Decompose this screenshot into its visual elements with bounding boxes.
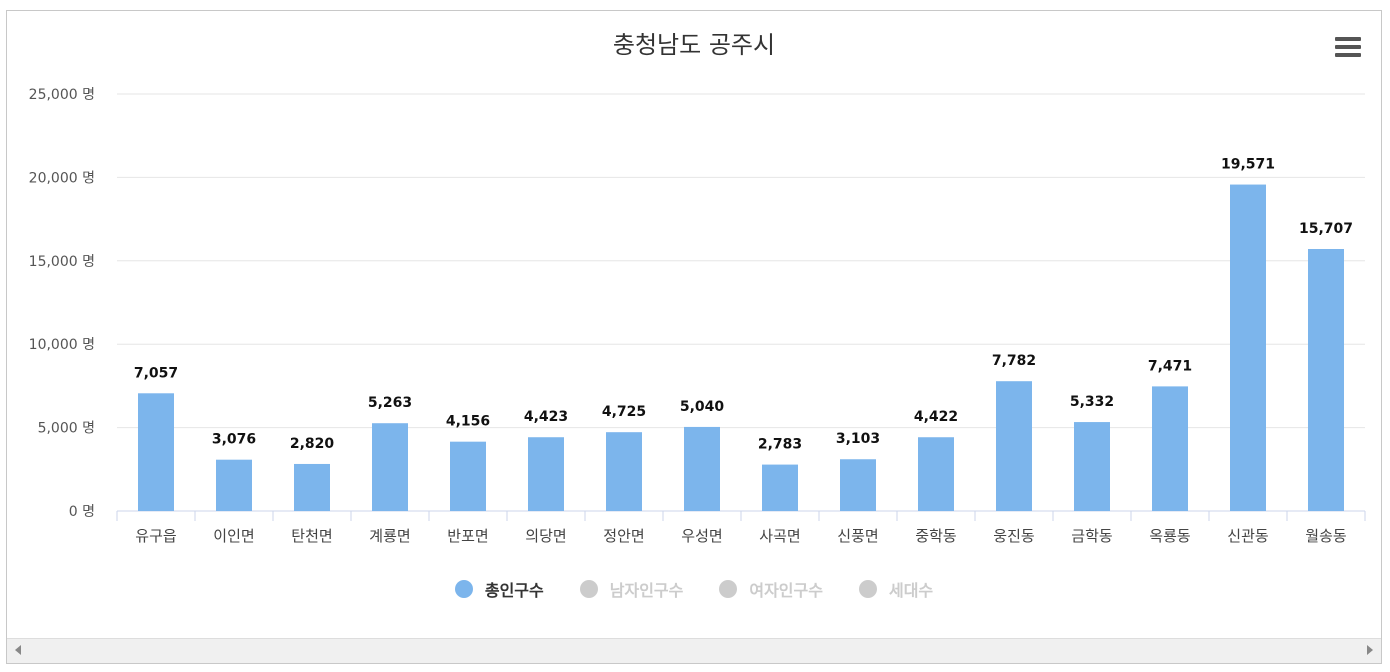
bar <box>996 381 1032 511</box>
bar <box>840 459 876 511</box>
data-label: 5,263 <box>368 395 412 411</box>
bar <box>372 423 408 511</box>
x-tick-label: 이인면 <box>213 527 254 545</box>
x-tick-label: 계룡면 <box>369 527 410 545</box>
x-tick-label: 옥룡동 <box>1149 527 1191 545</box>
data-label: 2,820 <box>290 436 335 452</box>
legend-dot-icon <box>858 580 877 598</box>
x-tick-label: 우성면 <box>681 527 722 545</box>
x-tick-label: 의당면 <box>525 527 566 545</box>
legend-dot-icon <box>719 580 738 598</box>
legend-dot-icon <box>454 580 473 598</box>
legend-item-households[interactable]: 세대수 <box>858 577 934 601</box>
data-label: 4,423 <box>524 409 568 425</box>
data-label: 19,571 <box>1221 157 1275 173</box>
bar-chart-plot: 0 명 5,000 명 10,000 명 15,000 명 20,000 명 25,000… <box>29 87 1366 545</box>
data-label: 3,103 <box>836 431 880 447</box>
x-tick-label: 신풍면 <box>837 527 878 545</box>
chart-container: 충청남도 공주시 0 명 5,000 명 10,000 명 15,000 명 20,00… <box>6 10 1382 664</box>
bar <box>1308 249 1344 511</box>
legend-label: 세대수 <box>888 581 934 600</box>
y-tick-label: 5,000 명 <box>38 421 95 437</box>
legend-item-total[interactable]: 총인구수 <box>454 577 544 601</box>
chart-title: 충청남도 공주시 <box>612 31 776 59</box>
bar <box>918 437 954 511</box>
data-label: 2,783 <box>758 437 802 453</box>
data-label: 4,725 <box>602 404 646 420</box>
bar <box>684 426 720 511</box>
legend-dot-icon <box>579 580 598 598</box>
y-tick-label: 20,000 명 <box>29 170 95 186</box>
hamburger-menu-icon[interactable] <box>1335 37 1361 57</box>
x-tick-label: 반포면 <box>447 527 488 545</box>
y-tick-label: 10,000 명 <box>29 337 95 353</box>
y-tick-label: 15,000 명 <box>29 254 95 270</box>
bar <box>762 464 798 511</box>
x-tick-label: 탄천면 <box>291 527 332 545</box>
data-label: 7,782 <box>992 353 1036 369</box>
x-tick-label: 유구읍 <box>135 527 176 545</box>
data-label: 7,471 <box>1148 358 1192 374</box>
data-label: 4,156 <box>446 414 490 430</box>
bar <box>1230 184 1266 511</box>
data-label: 4,422 <box>914 409 958 425</box>
bar <box>606 432 642 511</box>
x-tick-label: 금학동 <box>1071 527 1113 545</box>
legend-label: 여자인구수 <box>749 581 823 600</box>
x-tick-label: 월송동 <box>1305 527 1347 545</box>
horizontal-scrollbar[interactable] <box>7 638 1381 663</box>
bar <box>1152 386 1188 511</box>
x-tick-label: 신관동 <box>1227 527 1269 545</box>
data-label: 3,076 <box>212 432 256 448</box>
x-tick-label: 중학동 <box>915 527 957 545</box>
bar <box>138 393 174 511</box>
bar <box>450 441 486 511</box>
data-label: 15,707 <box>1299 221 1353 237</box>
legend: 총인구수 남자인구수 여자인구수 세대수 <box>7 577 1381 601</box>
bar <box>294 463 330 511</box>
scroll-right-icon[interactable] <box>1367 645 1373 655</box>
legend-label: 남자인구수 <box>609 581 684 600</box>
y-tick-label: 25,000 명 <box>29 87 95 103</box>
bar <box>216 459 252 511</box>
x-tick-label: 사곡면 <box>759 527 800 545</box>
data-label: 5,040 <box>680 399 725 415</box>
legend-label: 총인구수 <box>484 581 544 600</box>
bar <box>1074 422 1110 511</box>
bar <box>528 437 564 511</box>
x-tick-label: 웅진동 <box>993 527 1035 545</box>
scroll-left-icon[interactable] <box>15 645 21 655</box>
x-tick-label: 정안면 <box>603 527 644 545</box>
data-label: 5,332 <box>1070 394 1114 410</box>
y-tick-label: 0 명 <box>69 504 95 520</box>
data-label: 7,057 <box>134 365 178 381</box>
legend-item-male[interactable]: 남자인구수 <box>579 577 684 601</box>
legend-item-female[interactable]: 여자인구수 <box>719 577 823 601</box>
